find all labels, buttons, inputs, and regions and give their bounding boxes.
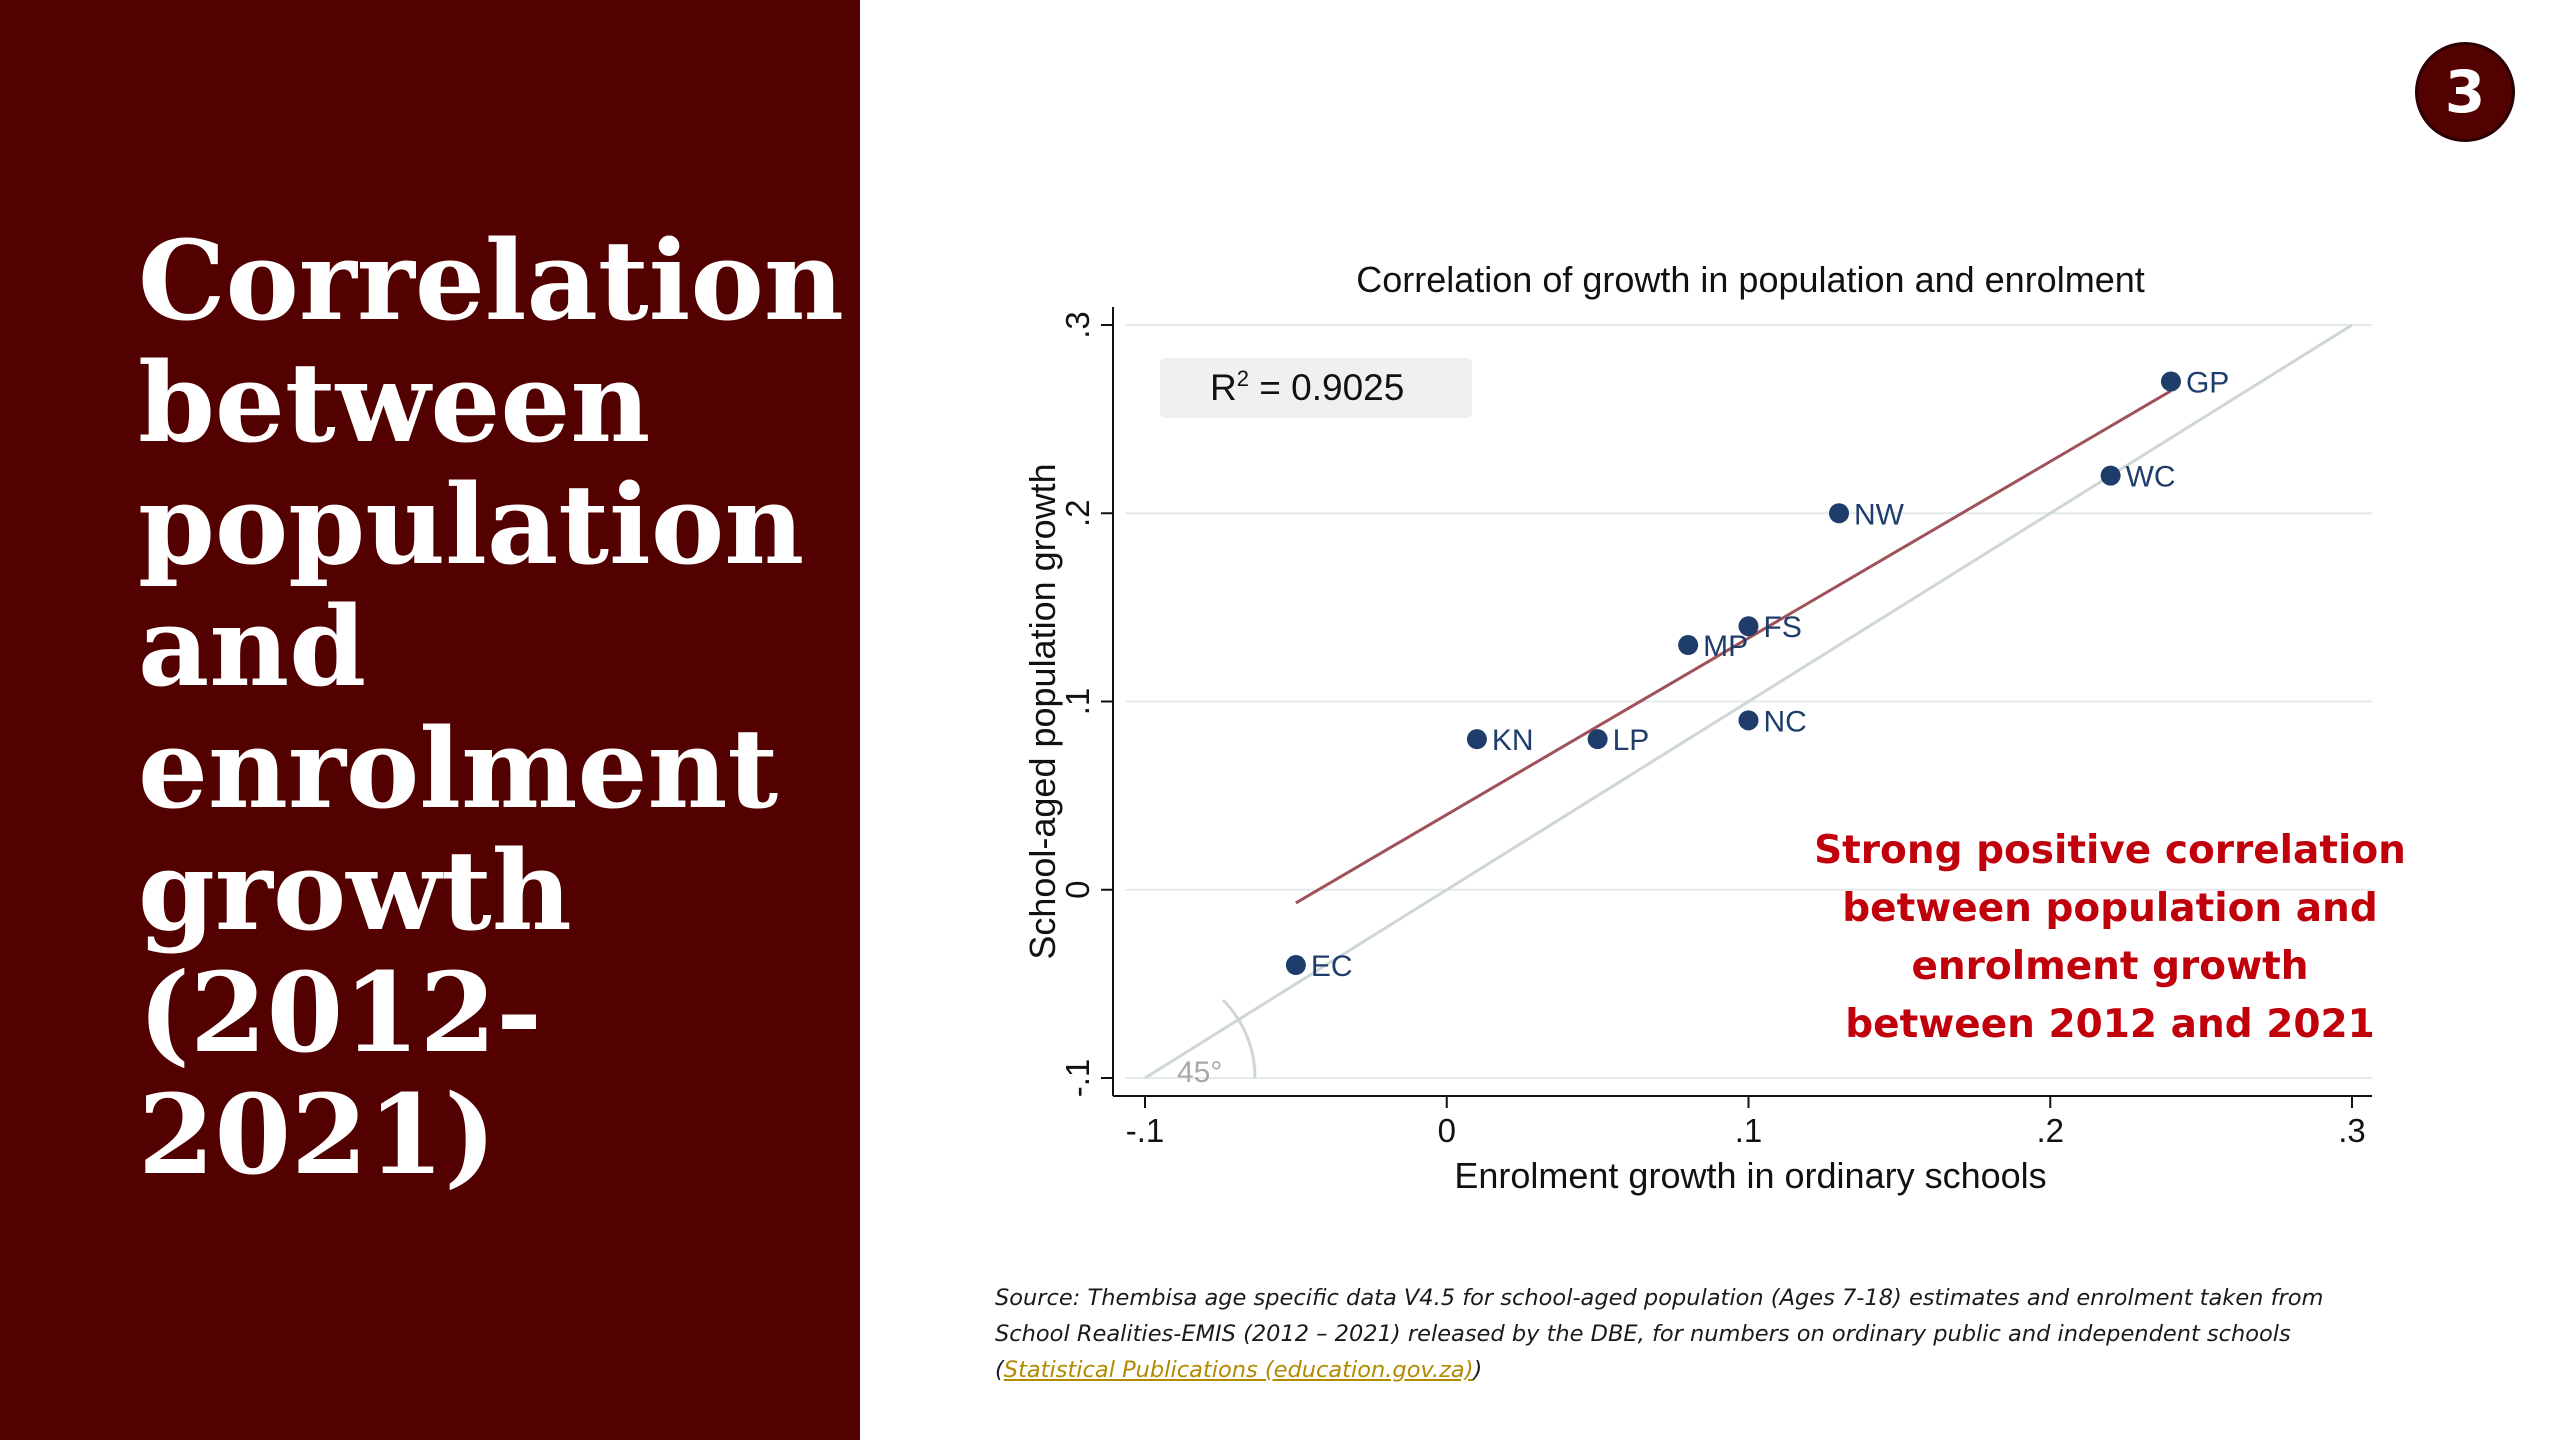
reference-angle-label: 45° [1177,1056,1222,1089]
data-point-label-ec: EC [1311,950,1353,983]
data-point-label-nc: NC [1764,705,1807,738]
y-axis-label: School-aged population growth [1022,463,1063,959]
x-tick-label-4: .3 [2338,1112,2366,1149]
data-point-fs [1738,616,1759,637]
data-point-mp [1678,635,1699,656]
slide-title: Correlation between population and enrol… [138,216,844,1199]
annotation-line-4: between 2012 and 2021 [1845,1002,2375,1047]
data-point-label-mp: MP [1703,630,1748,663]
data-point-label-fs: FS [1764,611,1802,644]
data-point-kn [1466,729,1487,750]
y-tick-label-1: 0 [1059,881,1096,899]
data-point-label-kn: KN [1492,724,1534,757]
data-points: GP WC NW FS MP NC KN LP EC [1285,366,2229,983]
axes: -.1 0 .1 .2 .3 -.1 0 .1 .2 .3 [1059,307,2372,1149]
source-note: Source: Thembisa age specific data V4.5 … [995,1280,2435,1388]
fit-line [1295,389,2172,905]
data-point-gp [2160,371,2181,392]
fit-line-group [1295,389,2172,905]
r-squared-box: R2 = 0.9025 [1160,358,1472,418]
reference-45-line: 45° [1144,323,2353,1089]
source-open-paren: ( [995,1357,1004,1383]
source-link[interactable]: Statistical Publications (education.gov.… [1003,1357,1474,1383]
annotation-line-2: between population and [1842,886,2378,931]
source-close-paren: ) [1473,1357,1483,1383]
data-point-ec [1285,955,1306,976]
y-tick-label-2: .1 [1059,688,1096,716]
scatter-chart: -.1 0 .1 .2 .3 -.1 0 .1 .2 .3 45° GP WC NW FS MP NC KN L… [1022,259,2372,1196]
source-line-2: School Realities-EMIS (2012 – 2021) rele… [995,1321,2291,1347]
r-squared-label: R2 = 0.9025 [1210,366,1404,408]
annotation-line-3: enrolment growth [1911,944,2309,989]
gridlines [1125,324,2372,1079]
source-line-3: (Statistical Publications (education.gov… [995,1352,2435,1388]
data-point-nc [1738,710,1759,731]
annotation-callout: Strong positive correlation between popu… [1780,822,2440,1054]
x-tick-label-2: .1 [1735,1112,1763,1149]
data-point-lp [1587,729,1608,750]
x-tick-label-0: -.1 [1126,1112,1165,1149]
data-point-label-gp: GP [2186,366,2229,399]
x-axis-label: Enrolment growth in ordinary schools [1454,1155,2046,1196]
chart-title: Correlation of growth in population and … [1356,259,2144,300]
annotation-line-1: Strong positive correlation [1814,828,2406,873]
data-point-label-nw: NW [1854,498,1905,531]
reference-line [1144,323,2353,1080]
axis-labels: Correlation of growth in population and … [1022,259,2145,1196]
reference-angle-arc [1221,998,1257,1079]
x-tick-label-1: 0 [1438,1112,1456,1149]
x-tick-label-3: .2 [2036,1112,2064,1149]
data-point-wc [2100,465,2121,486]
data-point-nw [1829,503,1850,524]
source-line-1: Source: Thembisa age specific data V4.5 … [995,1285,2324,1311]
y-tick-label-3: .2 [1059,499,1096,527]
data-point-label-wc: WC [2126,461,2176,494]
data-point-label-lp: LP [1613,724,1650,757]
y-tick-label-4: .3 [1059,311,1096,339]
title-panel: Correlation between population and enrol… [0,0,860,1440]
y-tick-label-0: -.1 [1059,1059,1096,1098]
slide-number-badge: 3 [2415,42,2515,142]
